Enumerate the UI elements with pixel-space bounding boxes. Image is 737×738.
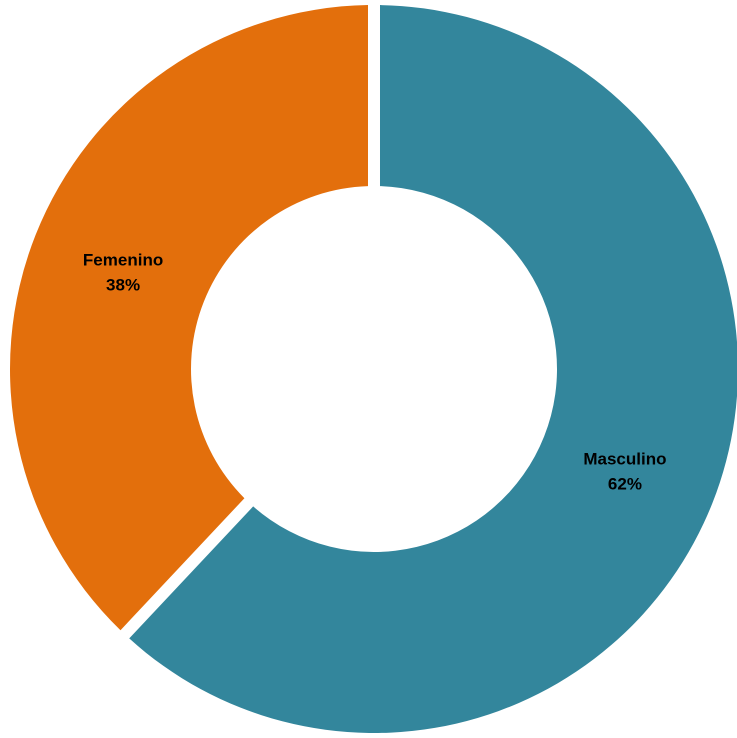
slices-layer xyxy=(10,5,737,733)
slice-label-masculino: Masculino 62% xyxy=(583,449,666,493)
slice-femenino[interactable] xyxy=(10,5,369,631)
percent-label: 62% xyxy=(608,474,642,493)
category-label: Masculino xyxy=(583,449,666,468)
category-label: Femenino xyxy=(83,251,163,270)
slice-label-femenino: Femenino 38% xyxy=(83,251,163,295)
percent-label: 38% xyxy=(106,276,140,295)
labels-layer: Masculino 62% Femenino 38% xyxy=(83,251,667,494)
slice-masculino[interactable] xyxy=(129,5,737,733)
